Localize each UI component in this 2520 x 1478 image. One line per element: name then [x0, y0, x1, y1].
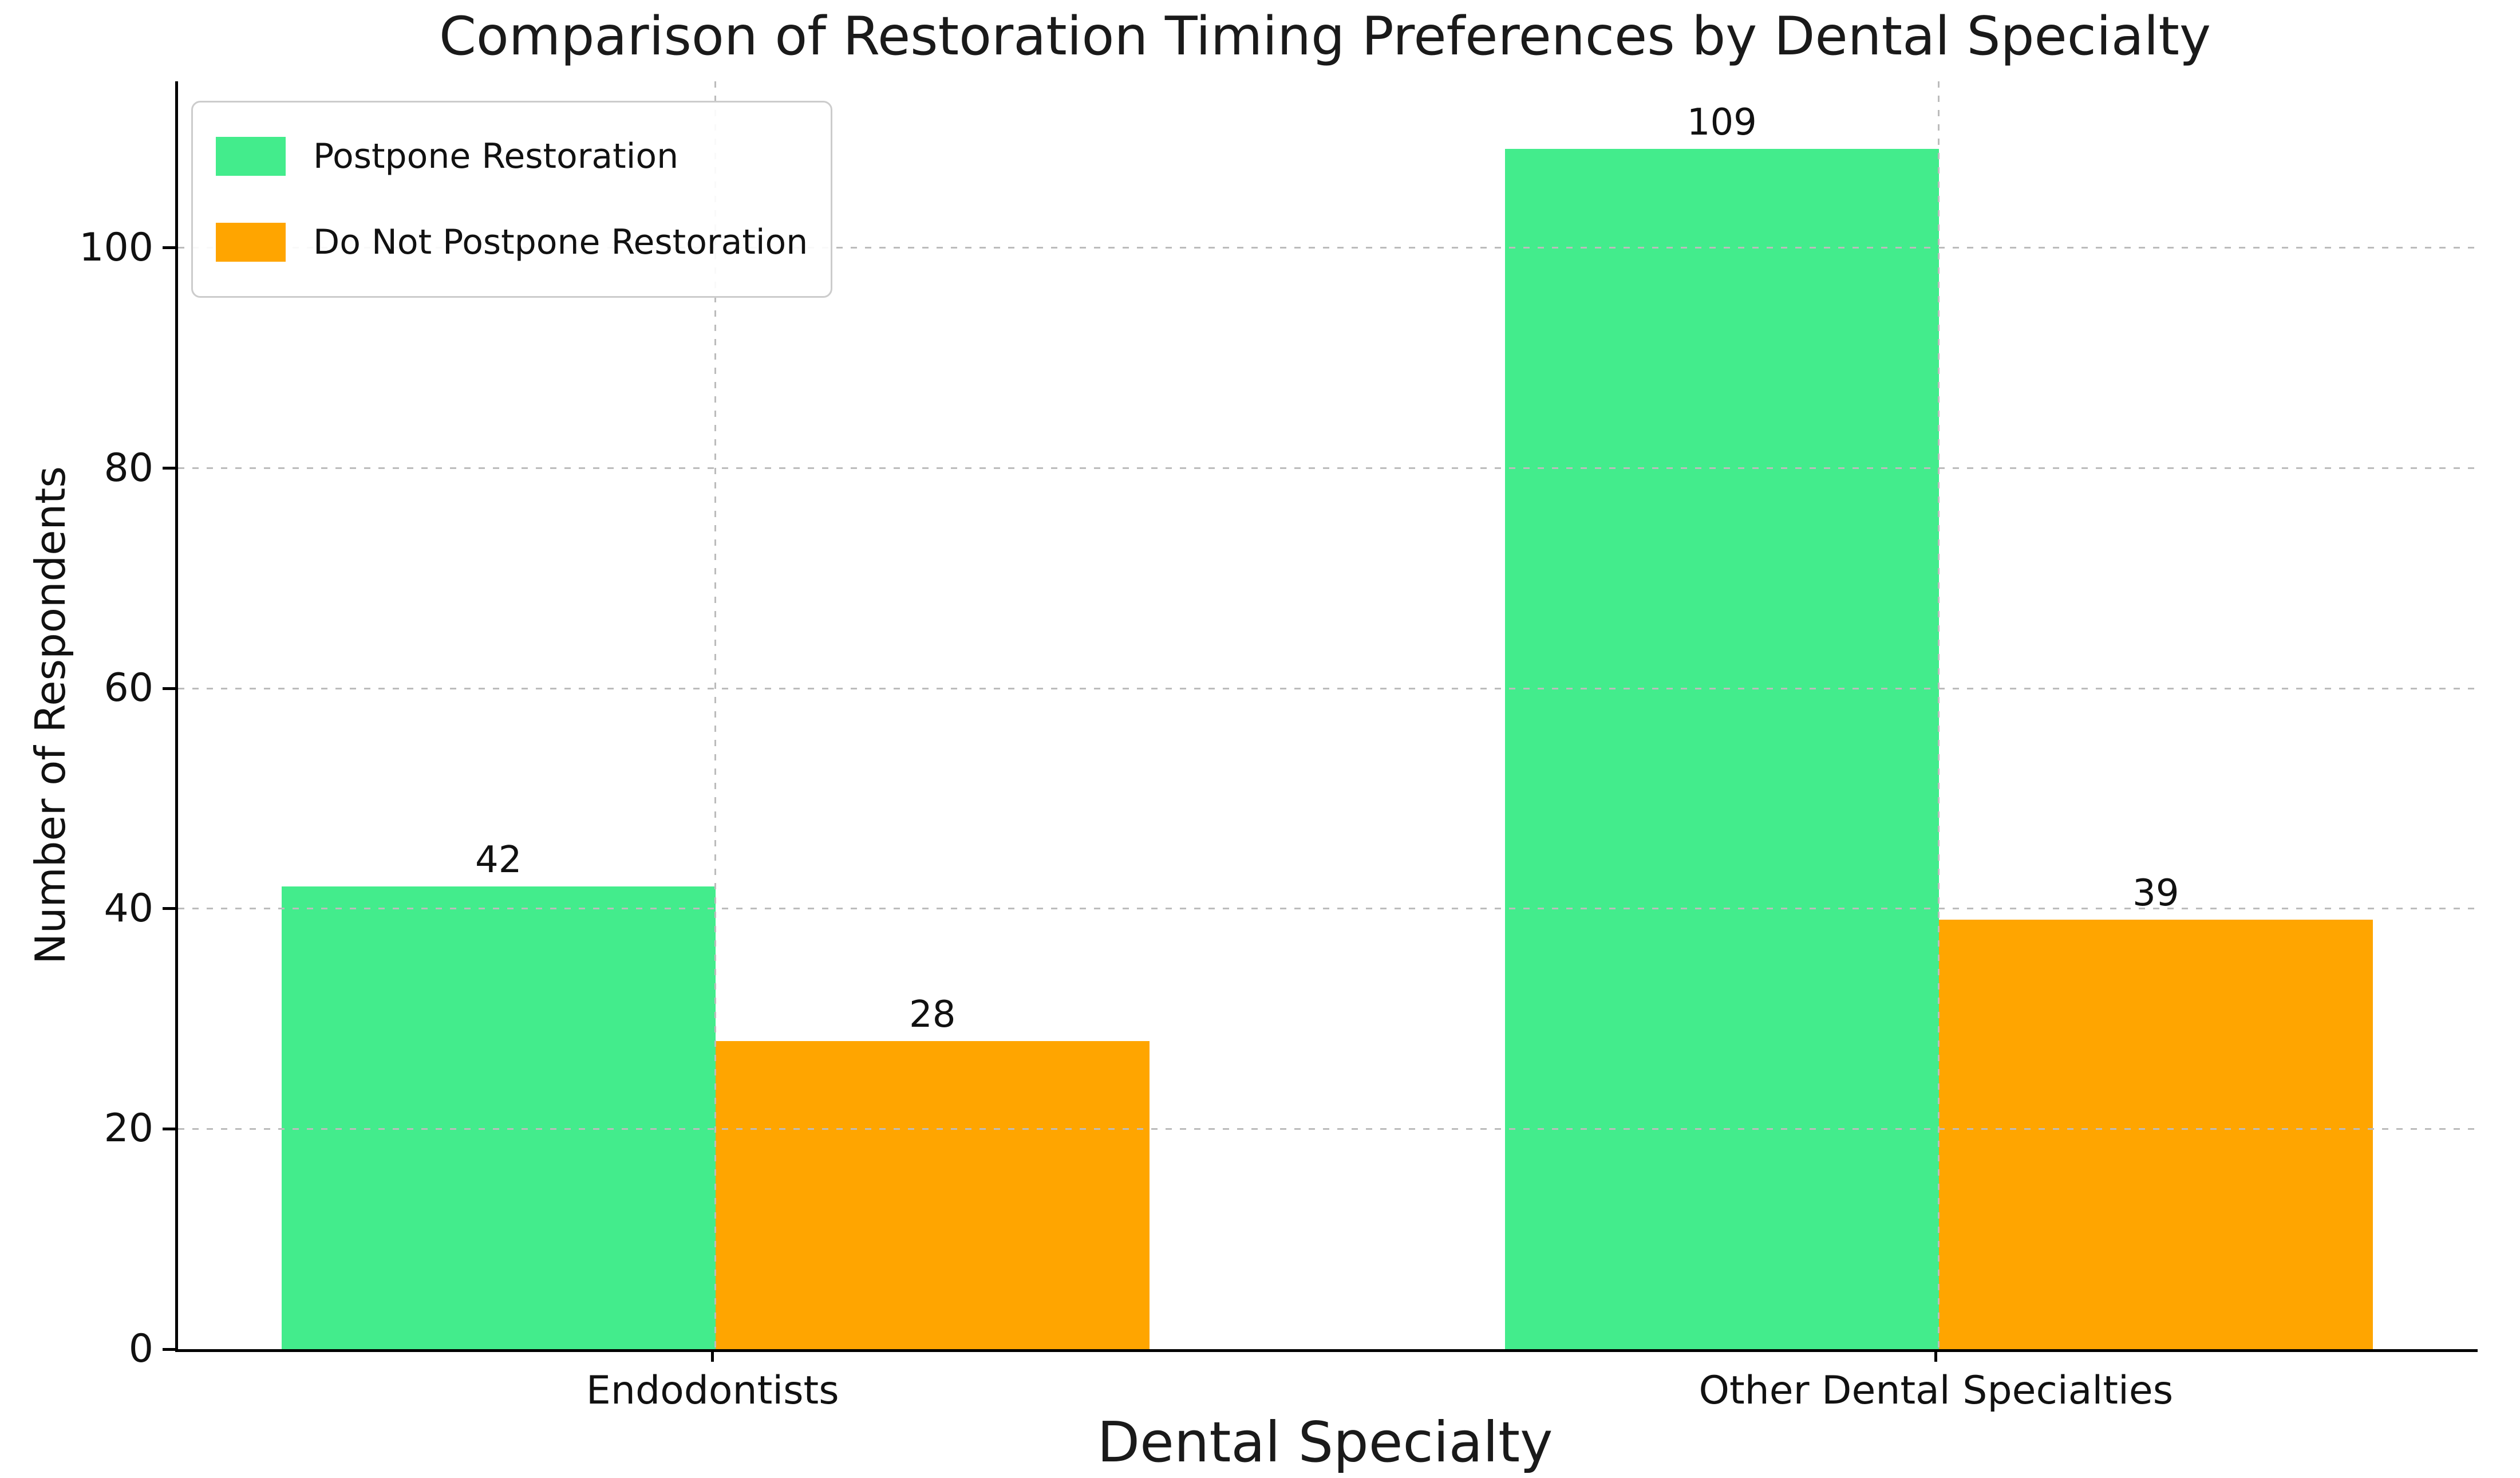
grid-line-vertical	[714, 81, 717, 1349]
x-tick	[1934, 1349, 1938, 1362]
bar	[1938, 920, 2373, 1349]
y-tick-label: 0	[128, 1326, 153, 1371]
grid-line-horizontal	[178, 247, 2478, 249]
y-tick	[163, 467, 175, 470]
x-axis-label: Dental Specialty	[1097, 1410, 1553, 1475]
bar	[715, 1040, 1150, 1349]
legend-label: Postpone Restoration	[313, 136, 679, 176]
y-tick	[163, 1347, 175, 1351]
grid-line-horizontal	[178, 1128, 2478, 1130]
legend-swatch	[216, 223, 286, 262]
bar-value-label: 42	[475, 839, 522, 882]
y-tick	[163, 687, 175, 690]
legend-row: Do Not Postpone Restoration	[216, 222, 808, 263]
grid-line-horizontal	[178, 467, 2478, 470]
legend: Postpone Restoration Do Not Postpone Rest…	[191, 101, 833, 298]
legend-swatch	[216, 137, 286, 176]
legend-row: Postpone Restoration	[216, 136, 808, 177]
grid-line-horizontal	[178, 908, 2478, 910]
y-tick-label: 20	[104, 1106, 153, 1152]
x-tick-label: Other Dental Specialties	[1699, 1368, 2174, 1413]
bar	[1504, 148, 1939, 1349]
legend-label: Do Not Postpone Restoration	[313, 222, 808, 262]
bar	[281, 886, 716, 1349]
x-tick-label: Endodontists	[586, 1368, 839, 1413]
grid-line-horizontal	[178, 687, 2478, 689]
plot-area: 42 28 109 39	[175, 81, 2478, 1352]
grid-line-vertical	[1938, 81, 1940, 1349]
y-tick-label: 100	[79, 224, 153, 270]
y-tick	[163, 1127, 175, 1130]
bar-value-label: 28	[909, 993, 956, 1036]
y-tick-label: 40	[104, 885, 153, 931]
bar-value-label: 109	[1686, 101, 1757, 144]
x-tick	[711, 1349, 714, 1362]
bar-value-label: 39	[2132, 872, 2179, 915]
y-tick	[163, 246, 175, 250]
y-tick-label: 60	[104, 665, 153, 711]
y-tick-label: 80	[104, 445, 153, 491]
y-tick	[163, 907, 175, 911]
chart-title: Comparison of Restoration Timing Prefere…	[439, 5, 2211, 67]
